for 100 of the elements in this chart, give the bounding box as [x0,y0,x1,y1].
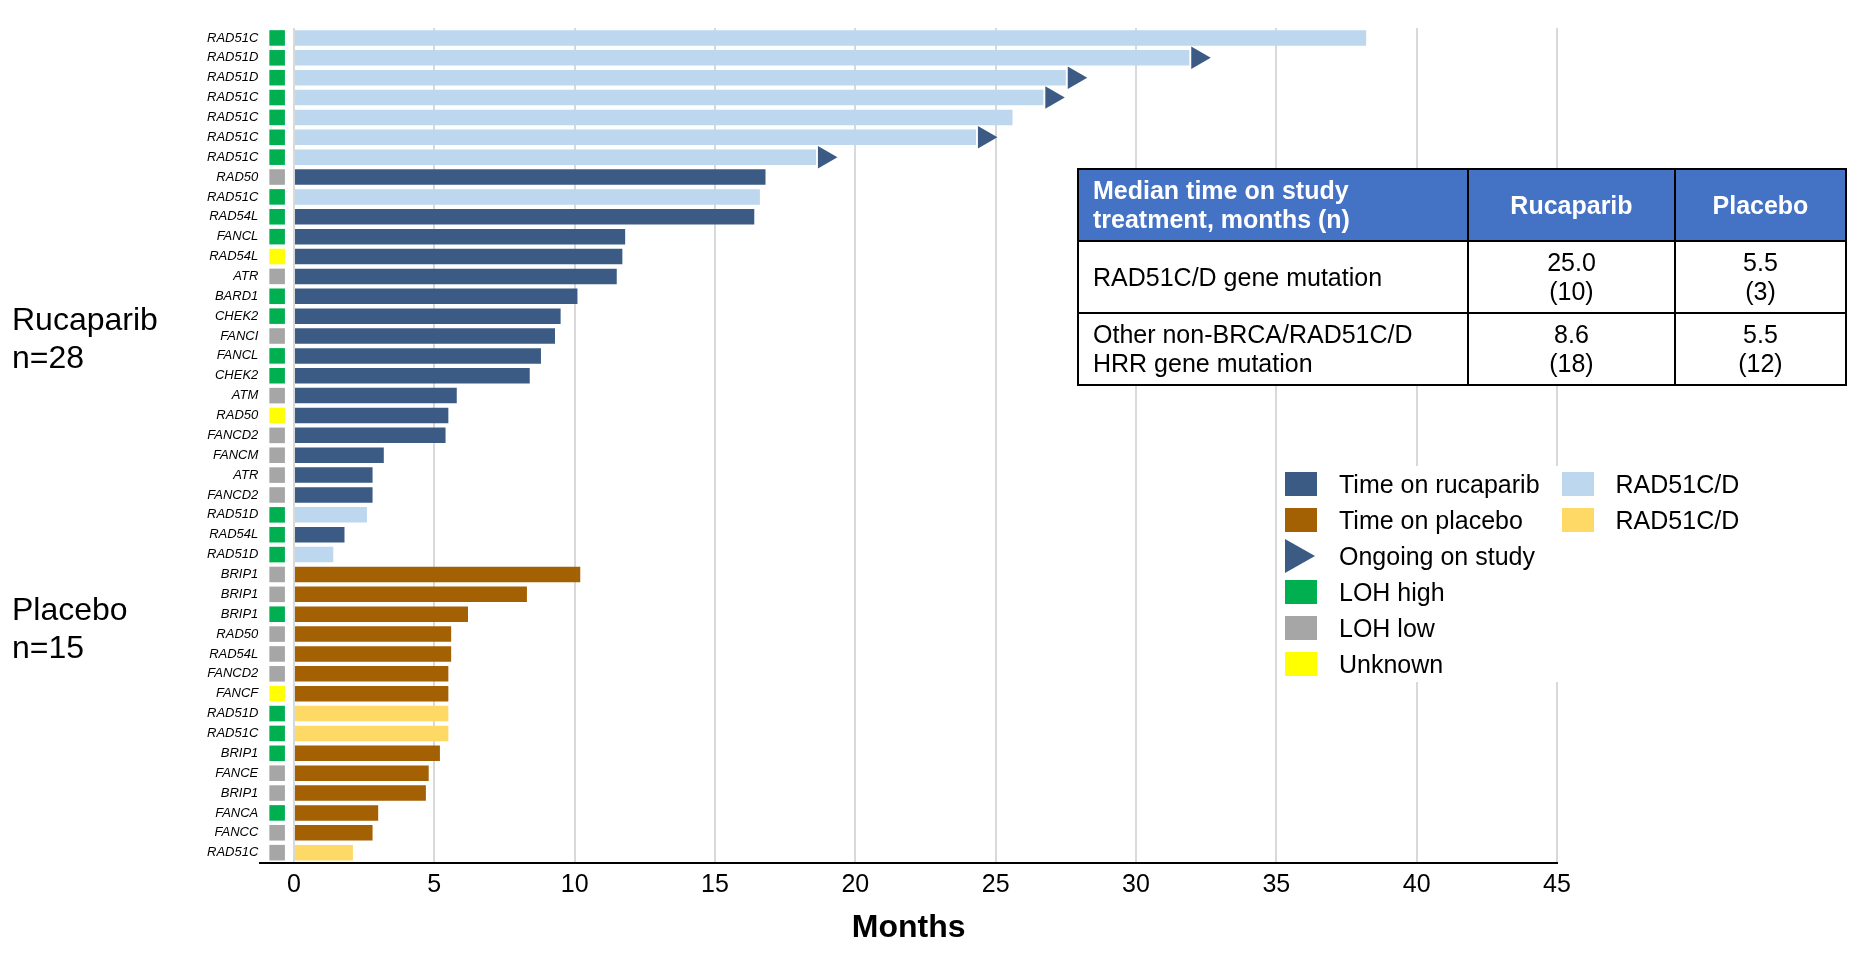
y-tick-label: RAD51D [207,506,259,522]
point [269,30,285,46]
y-tick-label: FANCA [215,804,259,820]
bar [294,30,1367,46]
point [269,606,285,622]
x-tick-label: 35 [1262,869,1291,898]
legend-label: Unknown [1339,649,1444,679]
x-tick-label: 45 [1543,869,1571,898]
text: Placebo [1712,190,1809,219]
point [1191,46,1211,70]
bar [294,626,452,642]
point [269,825,285,841]
y-tick-label: RAD50 [216,625,260,641]
legend-label: LOH high [1339,577,1445,607]
y-tick-label: RAD54L [209,208,259,224]
bar [294,646,452,662]
x-tick-label: 5 [427,869,442,898]
bar [294,209,755,225]
point [269,666,285,682]
bar [294,427,446,444]
point [269,228,285,245]
y-tick-label: FANCL [216,228,259,244]
point [269,268,285,285]
point [977,126,998,149]
y-tick-label: RAD51C [207,844,259,860]
bar [294,169,766,185]
bar [294,765,429,781]
y-tick-label: BRIP1 [220,784,259,800]
x-axis-title: Months [851,907,966,944]
annotation: Rucaparib [1468,169,1675,241]
annotation: Median time on study treatment, months (n) [1078,169,1468,241]
y-tick-label: BRIP1 [220,744,259,760]
text: 5.5 (12) [1738,320,1783,377]
x-tick-label: 40 [1402,869,1431,898]
bar [294,705,449,722]
point [269,626,285,642]
point [269,328,285,344]
point [269,844,285,861]
y-tick-label: FANCE [215,764,259,780]
bar [294,308,561,324]
x-tick-label: 20 [841,869,870,898]
y-tick-label: FANCF [215,685,260,701]
point [269,646,285,662]
y-tick-label: RAD51C [207,725,259,741]
bar [294,487,373,503]
bar [294,546,334,563]
bar [294,387,457,404]
y-tick-label: BRIP1 [220,585,259,601]
point [1067,66,1088,89]
y-tick-label: RAD51C [207,148,259,164]
bar [294,149,817,165]
bar [294,586,527,603]
legend-label: RAD51C/D [1615,469,1740,499]
bar [294,368,530,384]
bar [294,89,1044,106]
point [269,308,285,324]
y-tick-label: FANCL [216,347,259,363]
point [269,69,285,86]
bar [294,805,379,821]
y-tick-label: BARD1 [214,287,259,303]
y-tick-label: BRIP1 [220,605,259,621]
point [269,129,285,146]
bar [294,407,449,424]
bar [294,526,345,543]
point [269,467,285,483]
legend-label: LOH low [1339,613,1435,643]
annotation: 25.0 (10) [1468,241,1675,313]
x-tick-label: 15 [701,869,729,898]
y-tick-label: FANCC [214,824,259,840]
bar [294,606,468,622]
bar [294,725,449,742]
bar [294,248,623,265]
y-tick-label: RAD51C [207,188,259,204]
bar [294,228,626,245]
bar [294,129,977,146]
point [269,288,285,305]
point [269,705,285,722]
y-tick-label: FANCI [220,327,259,343]
point [269,209,285,225]
x-tick-label: 10 [560,869,589,898]
point [269,526,285,543]
bar [294,50,1190,66]
y-tick-label: ATM [230,387,259,403]
point [269,89,285,106]
y-tick-label: FANCD2 [207,486,260,502]
annotation: RAD51C/D gene mutation [1078,241,1468,313]
y-tick-label: RAD54L [209,248,259,264]
bar [294,844,353,861]
point [269,189,285,205]
y-tick-label: CHEK2 [214,307,260,323]
bar [294,785,426,801]
bar [294,745,440,762]
y-tick-label: CHEK2 [214,367,260,383]
y-tick-label: FANCD2 [207,426,260,442]
bar [294,825,373,841]
point [269,566,285,583]
y-tick-label: RAD51D [207,546,259,562]
x-tick-label: 0 [287,869,301,898]
legend-label: Time on placebo [1339,505,1523,535]
y-tick-label: RAD51C [207,109,259,125]
